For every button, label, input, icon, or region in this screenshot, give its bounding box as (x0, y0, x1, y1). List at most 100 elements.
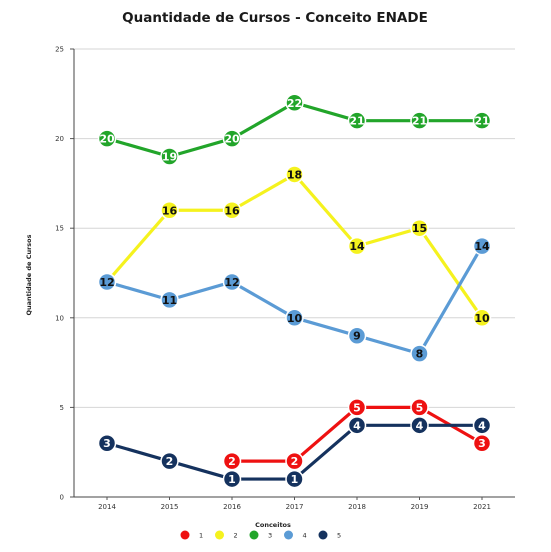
data-label: 4 (478, 419, 486, 432)
y-tick-label: 0 (60, 494, 64, 502)
legend-label-1: 1 (199, 532, 203, 540)
data-point (160, 451, 179, 471)
data-point (472, 308, 492, 328)
legend-label-3: 3 (268, 532, 272, 540)
data-point (472, 416, 492, 435)
data-point (285, 165, 304, 184)
legend-label-5: 5 (337, 532, 341, 540)
data-point (347, 326, 367, 345)
legend-label-4: 4 (303, 532, 307, 540)
data-label: 2 (291, 455, 299, 468)
data-point (410, 398, 429, 417)
series-points-5: 3 2 1 1 4 4 4 (97, 416, 492, 489)
data-label: 16 (224, 204, 240, 217)
grid-lines (70, 48, 515, 498)
data-point (285, 93, 304, 113)
series-points-4: 12 11 12 10 9 8 14 (97, 236, 492, 363)
data-point (410, 218, 429, 238)
data-point (160, 147, 179, 166)
data-point (347, 398, 367, 417)
data-point (472, 433, 492, 453)
data-point (222, 129, 242, 148)
data-label: 20 (224, 133, 240, 146)
x-tick-label: 2021 (473, 503, 491, 511)
x-tick-label: 2017 (286, 503, 304, 511)
y-tick-label: 25 (55, 46, 64, 54)
data-point (347, 236, 367, 256)
data-label: 11 (162, 294, 177, 307)
data-point (347, 416, 367, 435)
x-tick-label: 2015 (161, 503, 179, 511)
series-lines: 2255312161618141510201920222121211211121… (97, 93, 492, 489)
data-point (222, 451, 242, 471)
legend-marker-5 (318, 530, 328, 540)
data-label: 8 (416, 348, 424, 361)
data-label: 4 (353, 419, 361, 432)
x-tick-label: 2019 (411, 503, 429, 511)
data-label: 16 (162, 204, 178, 217)
data-point (472, 111, 492, 130)
data-point (410, 416, 429, 435)
data-point (285, 451, 304, 471)
data-label: 12 (224, 276, 239, 289)
data-label: 12 (99, 276, 114, 289)
data-point (410, 344, 429, 363)
data-label: 10 (287, 312, 303, 325)
y-tick-label: 10 (55, 314, 64, 322)
data-label: 14 (349, 240, 365, 253)
data-point (222, 201, 242, 220)
legend-marker-2 (215, 530, 224, 540)
data-label: 19 (162, 151, 177, 164)
data-point (285, 469, 304, 489)
data-label: 5 (353, 401, 361, 414)
data-label: 18 (287, 168, 302, 181)
x-tick-label: 2016 (223, 503, 241, 511)
data-label: 22 (287, 97, 302, 110)
y-tick-label: 15 (55, 225, 64, 233)
data-label: 10 (474, 312, 490, 325)
series-points-3: 20 19 20 22 21 21 21 (97, 93, 492, 166)
data-point (97, 129, 117, 148)
data-point (222, 469, 242, 489)
data-label: 5 (416, 401, 424, 414)
data-label: 14 (474, 240, 490, 253)
data-label: 15 (412, 222, 427, 235)
x-tick-label: 2018 (348, 503, 366, 511)
data-label: 4 (416, 419, 424, 432)
y-tick-label: 5 (60, 404, 64, 412)
legend-marker-3 (249, 530, 259, 540)
data-label: 2 (166, 455, 174, 468)
legend-marker-4 (284, 530, 293, 540)
y-tick-label: 20 (55, 135, 64, 143)
data-point (160, 201, 179, 220)
data-label: 21 (474, 115, 489, 128)
data-point (410, 111, 429, 130)
data-point (347, 111, 367, 130)
data-label: 3 (103, 437, 111, 450)
data-point (472, 236, 492, 256)
data-label: 1 (228, 473, 236, 486)
chart-title: Quantidade de Cursos - Conceito ENADE (122, 10, 428, 26)
data-label: 21 (412, 115, 427, 128)
data-label: 20 (99, 133, 115, 146)
data-point (222, 272, 242, 292)
legend: Conceitos 1 2 3 4 5 (180, 521, 341, 540)
legend-marker-1 (180, 530, 190, 540)
data-point (97, 272, 117, 292)
data-point (97, 433, 117, 453)
data-label: 3 (478, 437, 486, 450)
data-label: 21 (349, 115, 364, 128)
data-point (285, 308, 304, 328)
x-tick-label: 2014 (98, 503, 116, 511)
legend-title: Conceitos (255, 521, 291, 529)
data-point (160, 290, 179, 310)
data-label: 1 (291, 473, 299, 486)
series-points-1: 2 2 5 5 3 (222, 398, 492, 471)
data-label: 9 (353, 330, 361, 343)
data-label: 2 (228, 455, 236, 468)
y-axis-label: Quantidade de Cursos (25, 234, 33, 315)
legend-label-2: 2 (234, 532, 238, 540)
